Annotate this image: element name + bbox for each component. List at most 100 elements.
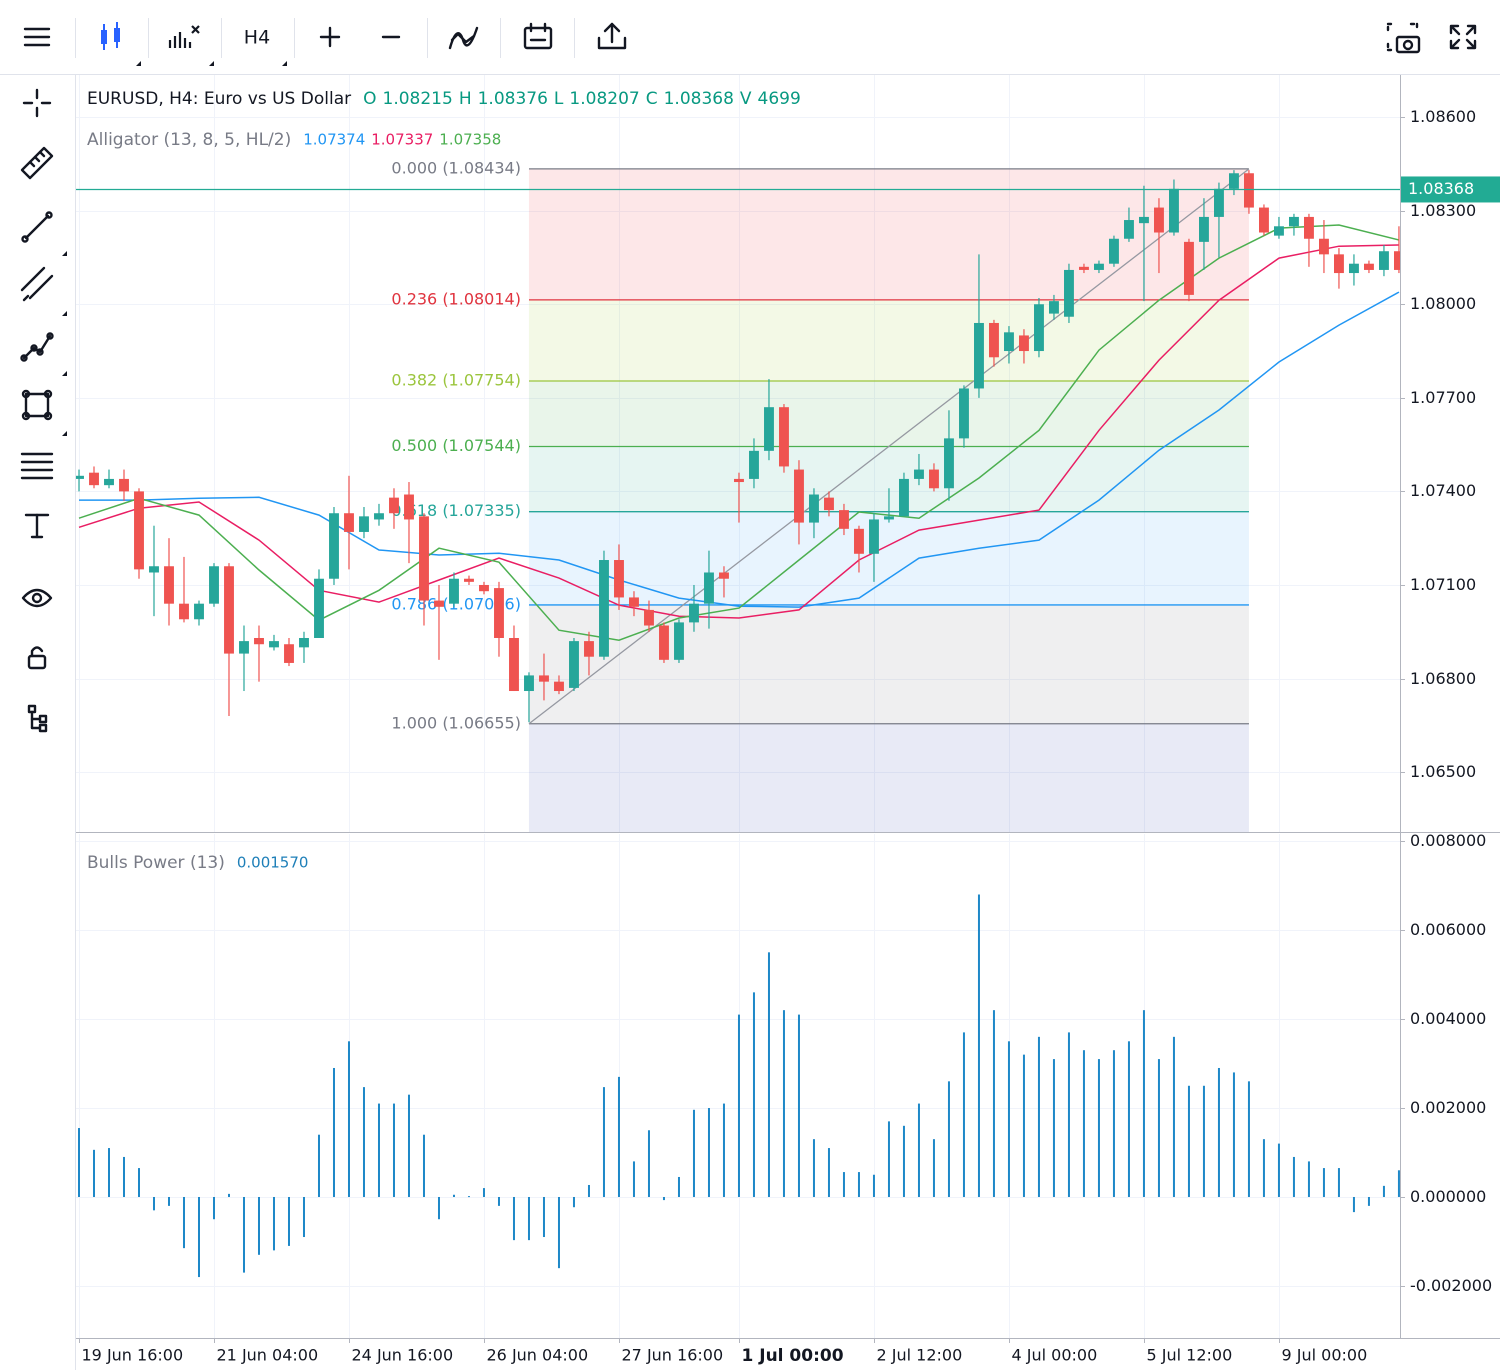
zoom-in-button[interactable] xyxy=(319,26,341,48)
x-tick-label: 5 Jul 12:00 xyxy=(1147,1346,1233,1365)
candle-body xyxy=(149,566,159,573)
path-tool[interactable] xyxy=(20,332,68,377)
share-button[interactable] xyxy=(597,22,627,50)
bulls-power-bar xyxy=(842,1172,845,1197)
candle-body xyxy=(599,560,609,657)
candle-body xyxy=(884,516,894,520)
bulls-power-bar xyxy=(587,1184,590,1197)
candle-body xyxy=(1049,301,1059,314)
bulls-power-bar xyxy=(947,1081,950,1197)
candle-body xyxy=(959,388,969,439)
interval-button[interactable]: H4 xyxy=(244,27,287,67)
y-tick-label: 1.06500 xyxy=(1410,762,1476,781)
candle-body xyxy=(1244,173,1254,208)
candle-body xyxy=(839,510,849,529)
bulls-power-bar xyxy=(1037,1036,1040,1197)
menu-button[interactable] xyxy=(23,27,51,47)
bulls-power-bar xyxy=(1277,1143,1280,1197)
price-label: 1.08368 xyxy=(1408,179,1474,198)
top-toolbar: H4 xyxy=(0,18,1500,75)
trend-line-tool[interactable] xyxy=(21,211,68,257)
bulls-power-bar xyxy=(1007,1041,1010,1197)
price-label-box xyxy=(1401,176,1500,203)
candle-body xyxy=(614,560,624,598)
candles xyxy=(76,170,1400,723)
candle-body xyxy=(119,478,129,492)
bulls-power-bar xyxy=(422,1134,425,1197)
lock-tool[interactable] xyxy=(27,646,47,670)
bulls-power-bar xyxy=(182,1196,185,1249)
candle-body xyxy=(899,478,909,517)
text-tool[interactable] xyxy=(24,513,50,539)
candle-body xyxy=(449,578,459,604)
fib-band xyxy=(528,168,1249,300)
bulls-power-bar xyxy=(962,1032,965,1197)
candle-body xyxy=(644,609,654,626)
candle-body xyxy=(689,603,699,623)
y-tick-label: 1.07400 xyxy=(1410,481,1476,500)
bulls-power-bar xyxy=(407,1094,410,1197)
bulls-power-bar xyxy=(1157,1059,1160,1197)
ruler-tool[interactable] xyxy=(20,146,54,180)
visibility-tool[interactable] xyxy=(21,588,53,608)
candle-body xyxy=(1364,263,1374,270)
bulls-power-bar xyxy=(572,1196,575,1208)
candle-body xyxy=(1394,251,1400,270)
compare-button[interactable] xyxy=(448,26,479,50)
bulls-power-bar xyxy=(767,952,770,1197)
candle-body xyxy=(89,472,99,486)
parallel-channel-tool[interactable] xyxy=(20,266,67,316)
bulls-power-bar xyxy=(242,1196,245,1273)
candle-body xyxy=(239,641,249,654)
candle-body xyxy=(104,478,114,486)
bulls-power-bar xyxy=(617,1076,620,1197)
y-tick-label: -0.002000 xyxy=(1410,1276,1492,1295)
bulls-power-bar xyxy=(1052,1059,1055,1197)
bulls-power-bar xyxy=(932,1139,935,1197)
candle-body xyxy=(389,497,399,514)
bulls-power-bar xyxy=(1127,1041,1130,1197)
bulls-power-bar xyxy=(1202,1085,1205,1197)
candle-body xyxy=(929,469,939,489)
bulls-power-bar xyxy=(1262,1139,1265,1197)
object-tree-tool[interactable] xyxy=(27,704,48,733)
candle-body xyxy=(284,644,294,663)
bulls-power-bar xyxy=(437,1196,440,1220)
x-tick-label: 24 Jun 16:00 xyxy=(352,1346,454,1365)
fib-label: 0.382 (1.07754) xyxy=(391,370,521,389)
bulls-power xyxy=(77,894,1400,1278)
candle-body xyxy=(569,641,579,688)
candle-body xyxy=(1139,216,1149,224)
bulls-power-bar xyxy=(1082,1050,1085,1197)
candle-body xyxy=(1199,216,1209,242)
bulls-power-bar xyxy=(92,1149,95,1197)
fib-band xyxy=(528,380,1249,447)
bulls-power-bar xyxy=(737,1014,740,1197)
candle-body xyxy=(134,491,144,570)
crosshair-tool[interactable] xyxy=(22,88,52,118)
candle-body xyxy=(629,597,639,607)
candle-body xyxy=(1094,263,1104,270)
fullscreen-button[interactable] xyxy=(1449,24,1477,50)
screenshot-button[interactable] xyxy=(1386,22,1421,54)
y-tick-label: 0.008000 xyxy=(1410,831,1486,850)
chart-type-button[interactable] xyxy=(101,22,141,66)
bulls-power-bar xyxy=(557,1196,560,1269)
axes: 1.08368 xyxy=(76,75,1500,1343)
rectangle-tool[interactable] xyxy=(21,389,67,436)
candle-body xyxy=(779,407,789,467)
candle-body xyxy=(1169,188,1179,233)
bulls-power-bar xyxy=(752,992,755,1197)
candle-body xyxy=(719,572,729,579)
candle-body xyxy=(224,566,234,654)
fib-tool[interactable] xyxy=(20,452,54,480)
bulls-power-bar xyxy=(782,1010,785,1197)
bulls-power-bar xyxy=(1322,1168,1325,1197)
indicators-button[interactable] xyxy=(168,25,214,66)
candle-body xyxy=(1274,226,1284,236)
candle-body xyxy=(1019,335,1029,352)
date-range-button[interactable] xyxy=(523,22,553,50)
candle-body xyxy=(314,578,324,638)
candle-body xyxy=(584,641,594,657)
bulls-power-bar xyxy=(227,1193,230,1197)
